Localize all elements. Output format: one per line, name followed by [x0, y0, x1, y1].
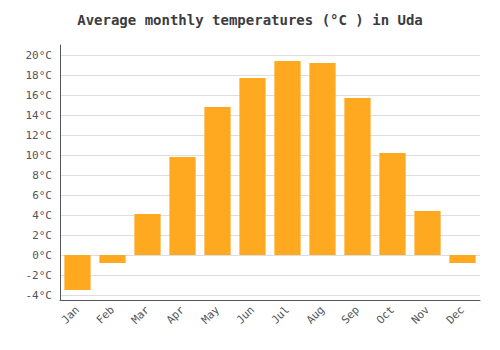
- svg-text:14°C: 14°C: [26, 109, 53, 122]
- svg-text:2°C: 2°C: [32, 229, 52, 242]
- svg-text:Nov: Nov: [409, 303, 432, 326]
- svg-text:Aug: Aug: [304, 303, 327, 326]
- svg-text:Dec: Dec: [444, 303, 467, 326]
- svg-text:10°C: 10°C: [26, 149, 53, 162]
- svg-text:May: May: [199, 303, 222, 326]
- svg-text:Jul: Jul: [269, 303, 292, 326]
- svg-text:18°C: 18°C: [26, 69, 53, 82]
- svg-text:Jan: Jan: [59, 303, 82, 326]
- svg-text:16°C: 16°C: [26, 89, 53, 102]
- svg-text:Feb: Feb: [94, 303, 117, 326]
- svg-text:4°C: 4°C: [32, 209, 52, 222]
- svg-text:Jun: Jun: [234, 303, 257, 326]
- svg-text:-4°C: -4°C: [26, 289, 53, 302]
- svg-text:0°C: 0°C: [32, 249, 52, 262]
- svg-text:Mar: Mar: [129, 303, 152, 326]
- svg-text:20°C: 20°C: [26, 49, 53, 62]
- svg-text:-2°C: -2°C: [26, 269, 53, 282]
- svg-text:Sep: Sep: [339, 303, 362, 326]
- svg-text:Oct: Oct: [374, 303, 397, 326]
- svg-text:12°C: 12°C: [26, 129, 53, 142]
- svg-text:6°C: 6°C: [32, 189, 52, 202]
- svg-text:8°C: 8°C: [32, 169, 52, 182]
- svg-text:Average monthly temperatures (: Average monthly temperatures (°C ) in Ud…: [77, 12, 423, 28]
- svg-text:Apr: Apr: [164, 303, 187, 326]
